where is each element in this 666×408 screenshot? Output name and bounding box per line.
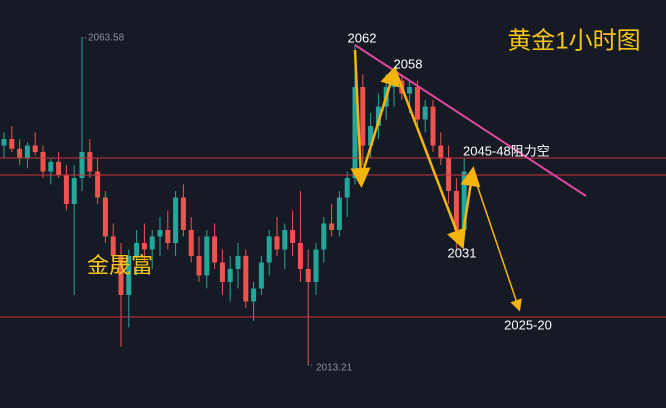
candle-body xyxy=(430,106,436,146)
candle-body xyxy=(196,255,202,276)
candle-body xyxy=(243,255,249,302)
candle-body xyxy=(422,106,428,120)
candle-body xyxy=(219,262,225,282)
candle-body xyxy=(118,255,124,295)
candle-body xyxy=(344,178,350,198)
candle-body xyxy=(407,87,413,94)
candle-body xyxy=(17,148,23,159)
annotation: 2031 xyxy=(448,245,477,260)
annotation: 2045-48阻力空 xyxy=(463,143,550,158)
candle-body xyxy=(165,229,171,243)
candle-body xyxy=(461,171,467,230)
candle-body xyxy=(453,191,459,230)
low-label: 2013.21 xyxy=(316,363,353,374)
chart-title: 黄金1小时图 xyxy=(507,27,640,54)
candle-body xyxy=(297,242,303,269)
candle-body xyxy=(282,229,288,250)
candle-body xyxy=(141,242,147,250)
candle-body xyxy=(157,229,163,237)
candle-body xyxy=(48,161,54,172)
candle-body xyxy=(313,249,319,282)
candle-body xyxy=(414,87,420,120)
candle-body xyxy=(188,229,194,256)
annotation: 2062 xyxy=(348,30,377,45)
candle-body xyxy=(352,87,358,179)
candle-body xyxy=(180,197,186,230)
candle-body xyxy=(336,197,342,230)
candle-body xyxy=(40,152,46,172)
arrow xyxy=(473,175,522,312)
candle-body xyxy=(368,126,374,146)
candle-body xyxy=(258,262,264,289)
candle-body xyxy=(1,139,7,146)
high-label: 2063.58 xyxy=(88,33,125,44)
candle-body xyxy=(235,255,241,269)
candle-body xyxy=(9,139,15,149)
arrows xyxy=(350,49,522,312)
candle-body xyxy=(360,87,366,146)
candle-body xyxy=(87,152,93,172)
candle-body xyxy=(63,174,69,204)
candle-body xyxy=(375,106,381,127)
candle-body xyxy=(274,236,280,250)
candle-body xyxy=(329,223,335,230)
arrow xyxy=(394,71,466,250)
arrow xyxy=(460,166,481,241)
arrow xyxy=(350,49,371,188)
candle-body xyxy=(266,236,272,263)
candle-body xyxy=(126,255,132,295)
candle-body xyxy=(32,145,38,153)
candle-body xyxy=(251,288,257,302)
watermark: 金晟富 xyxy=(87,253,153,278)
candle-body xyxy=(102,197,108,237)
candle-body xyxy=(204,236,210,276)
candle-body xyxy=(110,236,116,256)
annotation: 2058 xyxy=(394,56,423,71)
annotation: 2025-20 xyxy=(504,317,552,332)
candle-body xyxy=(227,268,233,282)
candle-body xyxy=(95,171,101,198)
candle-body xyxy=(71,178,77,204)
arrow xyxy=(359,65,400,179)
candle-body xyxy=(149,236,155,250)
candle-body xyxy=(212,236,218,263)
candle-body xyxy=(56,161,62,175)
candle-body xyxy=(305,268,311,282)
candle-body xyxy=(79,152,85,179)
candle-body xyxy=(173,197,179,243)
candle-body xyxy=(321,223,327,250)
candle-body xyxy=(24,145,30,159)
candle-body xyxy=(134,242,140,256)
candle-body xyxy=(438,145,444,159)
candle-body xyxy=(290,229,296,243)
